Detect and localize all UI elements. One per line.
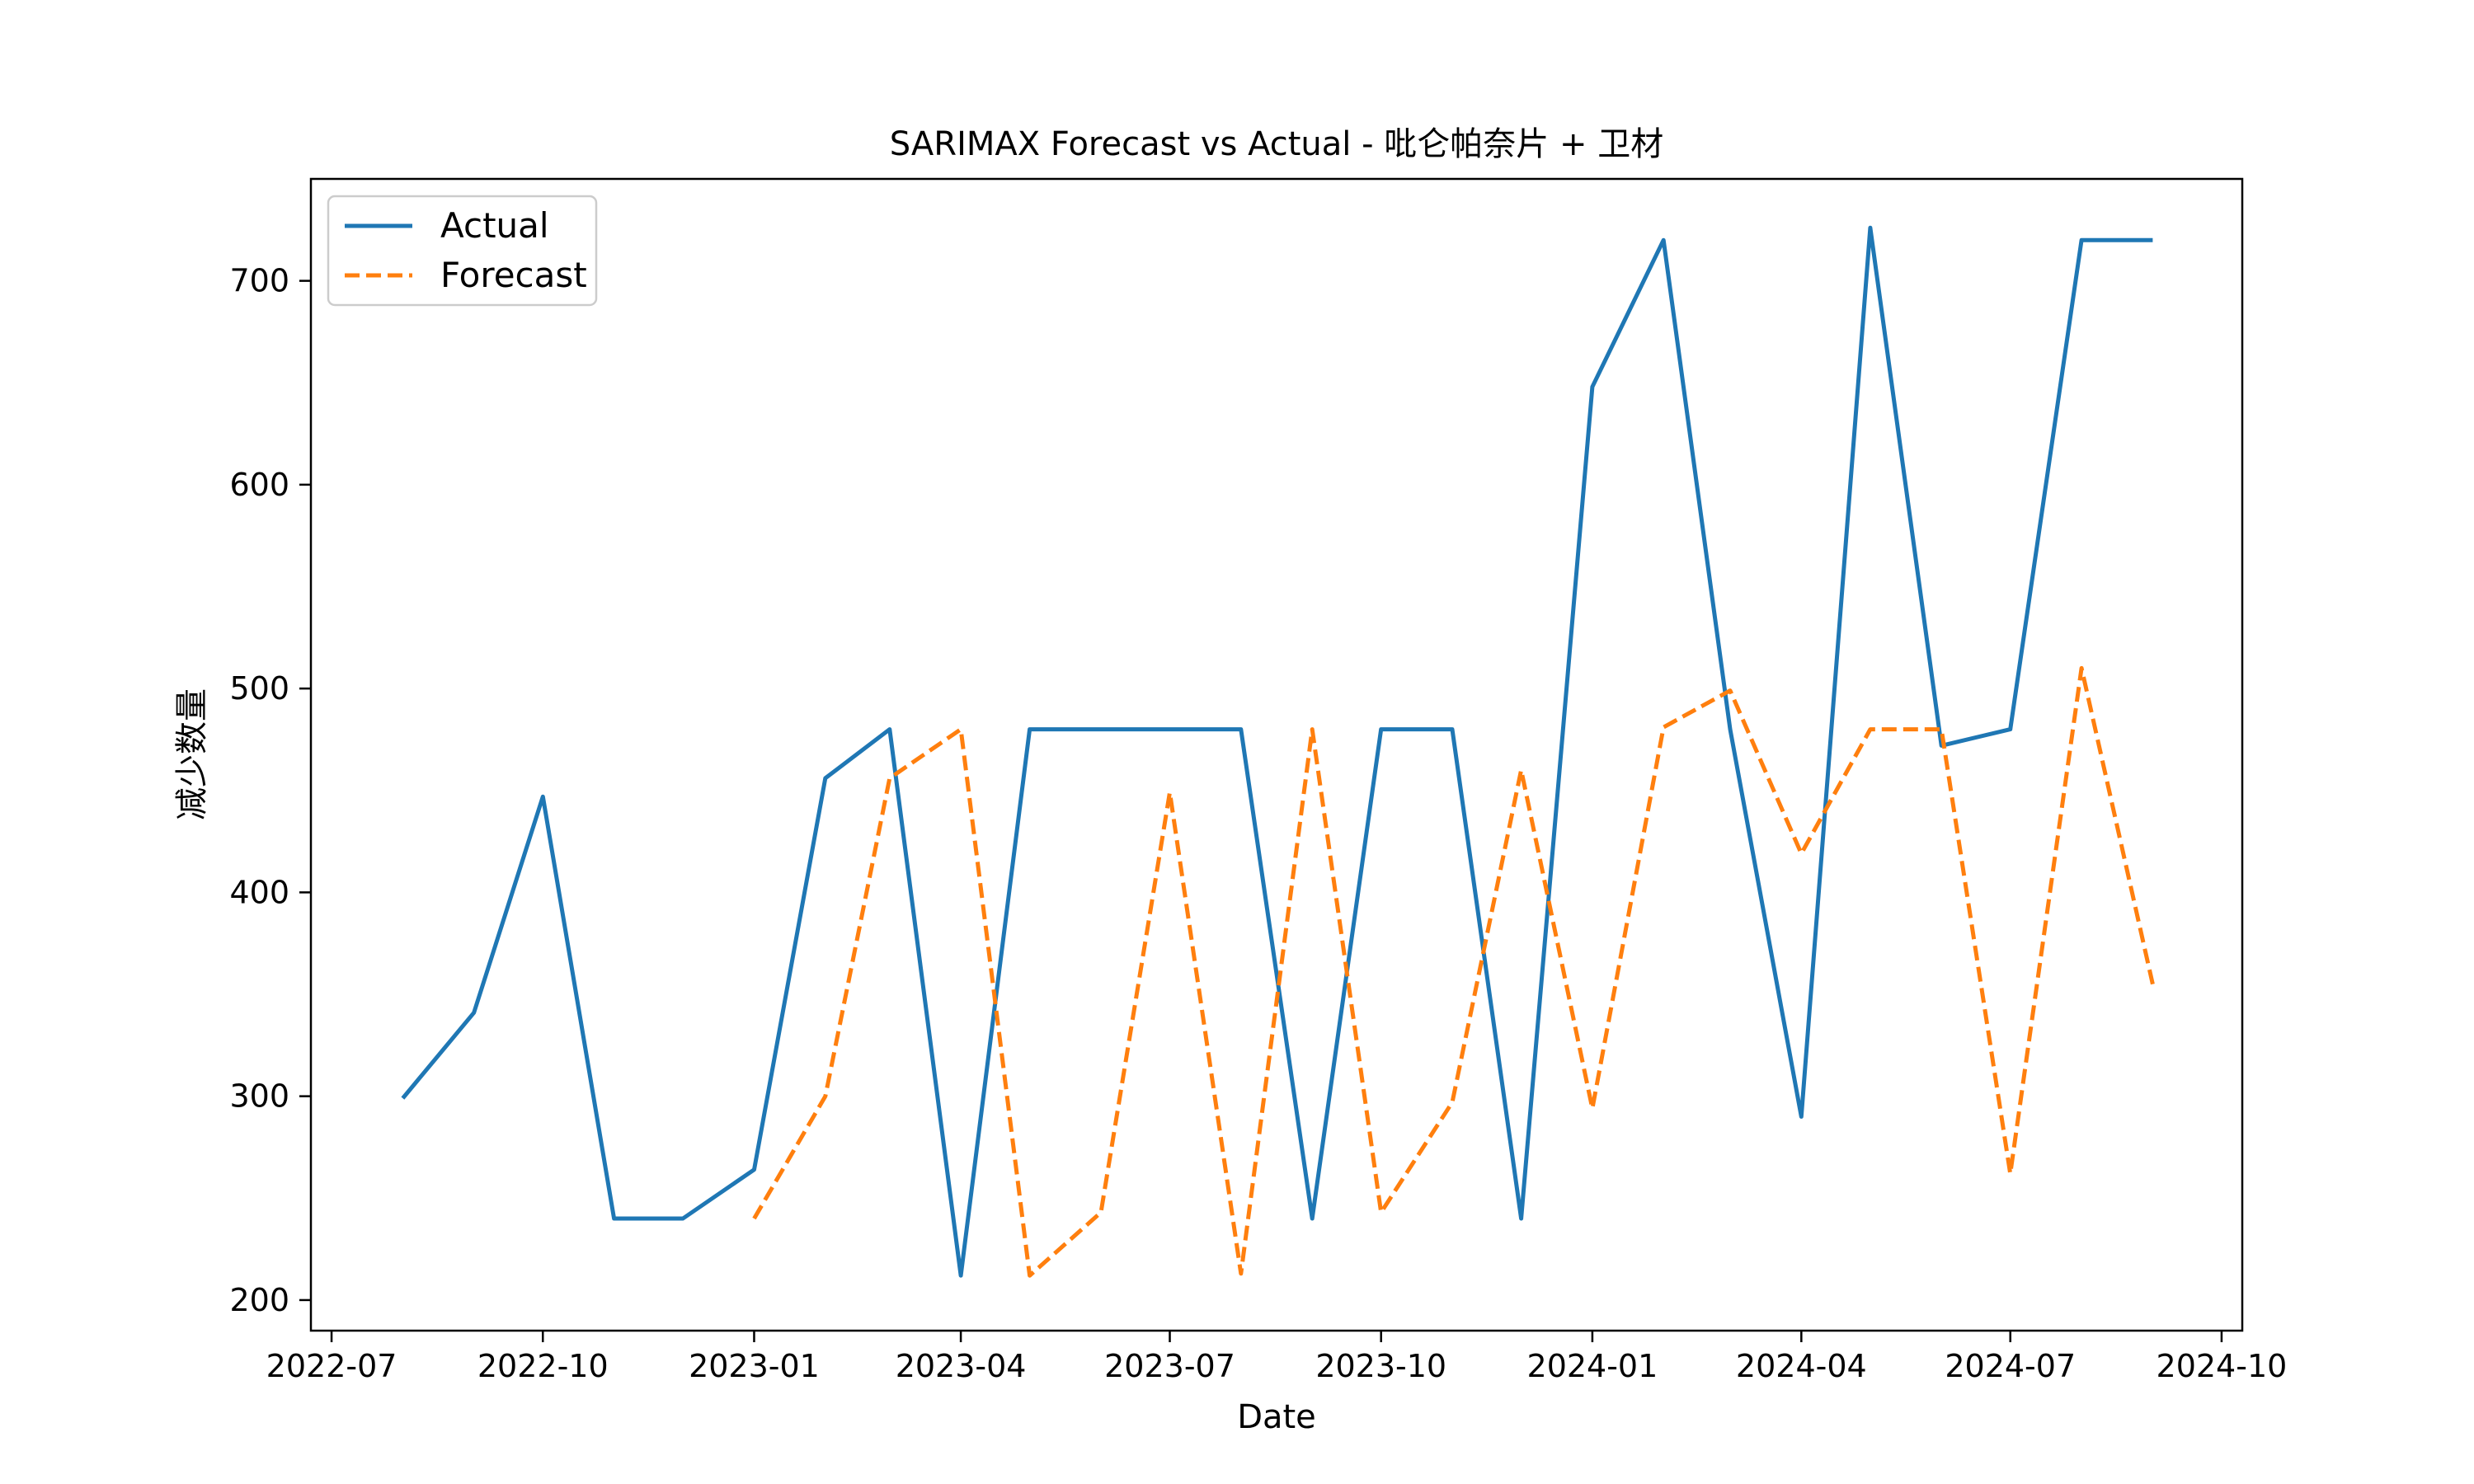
x-tick-label-5: 2023-10	[1315, 1348, 1446, 1384]
y-tick-label-2: 400	[229, 874, 289, 910]
x-tick-label-0: 2022-07	[266, 1348, 397, 1384]
series-line-forecast	[752, 665, 2155, 1278]
x-axis: 2022-07 2022-10 2023-01 2023-04 2023-07 2023-…	[266, 1331, 2288, 1384]
y-axis: 200 300 400 500 600 700	[229, 263, 311, 1318]
legend: Actual Forecast	[327, 195, 598, 307]
y-tick-label-3: 500	[229, 670, 289, 707]
legend-box	[327, 195, 598, 307]
chart-title: SARIMAX Forecast vs Actual - 吡仑帕奈片 + 卫材	[890, 125, 1663, 163]
x-tick-label-6: 2024-01	[1527, 1348, 1658, 1384]
x-tick-label-4: 2023-07	[1104, 1348, 1235, 1384]
x-tick-label-2: 2023-01	[689, 1348, 820, 1384]
plot-area	[401, 225, 2155, 1278]
y-tick-label-1: 300	[229, 1078, 289, 1115]
series-line-actual	[401, 225, 2153, 1278]
x-tick-label-3: 2023-04	[896, 1348, 1027, 1384]
y-axis-label: 减少数量	[173, 688, 211, 820]
x-tick-label-7: 2024-04	[1736, 1348, 1867, 1384]
x-tick-label-8: 2024-07	[1945, 1348, 2076, 1384]
y-tick-label-4: 600	[229, 467, 289, 503]
y-tick-label-0: 200	[229, 1282, 289, 1318]
x-axis-label: Date	[1237, 1398, 1316, 1436]
legend-label-actual: Actual	[440, 205, 549, 246]
y-tick-label-5: 700	[229, 263, 289, 299]
plot-frame	[309, 177, 2244, 1332]
x-tick-label-9: 2024-10	[2157, 1348, 2288, 1384]
x-tick-label-1: 2022-10	[477, 1348, 609, 1384]
legend-label-forecast: Forecast	[440, 255, 587, 295]
